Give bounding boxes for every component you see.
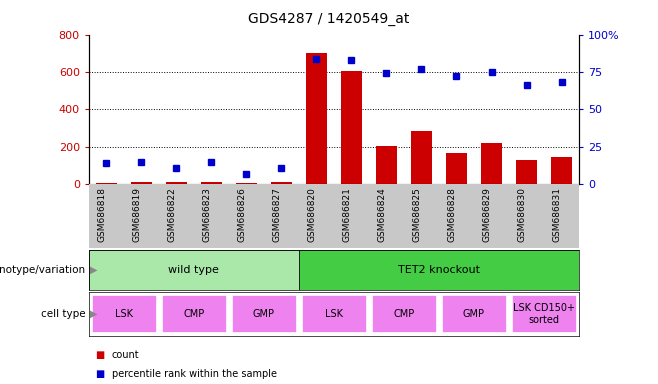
Text: ▶: ▶ — [90, 309, 97, 319]
Text: GSM686822: GSM686822 — [167, 187, 176, 242]
Text: CMP: CMP — [183, 309, 205, 319]
Bar — [89, 250, 299, 290]
Bar — [442, 295, 506, 333]
Text: GMP: GMP — [253, 309, 275, 319]
Bar — [372, 295, 436, 333]
Bar — [302, 295, 366, 333]
Text: LSK CD150+
sorted: LSK CD150+ sorted — [513, 303, 575, 325]
Bar — [306, 53, 327, 184]
Bar — [131, 182, 152, 184]
Bar — [299, 250, 579, 290]
Bar — [411, 131, 432, 184]
Text: wild type: wild type — [168, 265, 219, 275]
Text: GSM686821: GSM686821 — [342, 187, 351, 242]
Bar — [341, 71, 362, 184]
Text: GSM686830: GSM686830 — [518, 187, 526, 242]
Text: GSM686820: GSM686820 — [307, 187, 316, 242]
Text: GSM686819: GSM686819 — [132, 187, 141, 242]
Bar — [376, 146, 397, 184]
Text: CMP: CMP — [393, 309, 415, 319]
Text: GSM686831: GSM686831 — [553, 187, 561, 242]
Text: GSM686818: GSM686818 — [97, 187, 107, 242]
Bar — [271, 182, 292, 184]
Text: ▶: ▶ — [90, 265, 97, 275]
Bar — [516, 160, 537, 184]
Text: LSK: LSK — [115, 309, 133, 319]
Bar — [201, 182, 222, 184]
Bar — [96, 183, 117, 184]
Text: GSM686826: GSM686826 — [238, 187, 246, 242]
Text: ■: ■ — [95, 369, 105, 379]
Bar — [446, 154, 467, 184]
Text: GDS4287 / 1420549_at: GDS4287 / 1420549_at — [248, 12, 410, 25]
Text: genotype/variation: genotype/variation — [0, 265, 86, 275]
Bar — [162, 295, 226, 333]
Text: count: count — [112, 350, 139, 360]
Text: GSM686825: GSM686825 — [413, 187, 422, 242]
Bar — [232, 295, 296, 333]
Text: ■: ■ — [95, 350, 105, 360]
Bar — [481, 143, 502, 184]
Text: TET2 knockout: TET2 knockout — [398, 265, 480, 275]
Text: GSM686828: GSM686828 — [447, 187, 457, 242]
Bar — [512, 295, 576, 333]
Text: GSM686823: GSM686823 — [203, 187, 211, 242]
Bar — [551, 157, 572, 184]
Text: percentile rank within the sample: percentile rank within the sample — [112, 369, 277, 379]
Text: GSM686829: GSM686829 — [482, 187, 492, 242]
Bar — [236, 183, 257, 184]
Bar — [91, 295, 156, 333]
Text: GSM686827: GSM686827 — [272, 187, 282, 242]
Bar — [166, 182, 187, 184]
Text: GSM686824: GSM686824 — [378, 187, 386, 242]
Text: LSK: LSK — [325, 309, 343, 319]
Text: cell type: cell type — [41, 309, 86, 319]
Text: GMP: GMP — [463, 309, 485, 319]
